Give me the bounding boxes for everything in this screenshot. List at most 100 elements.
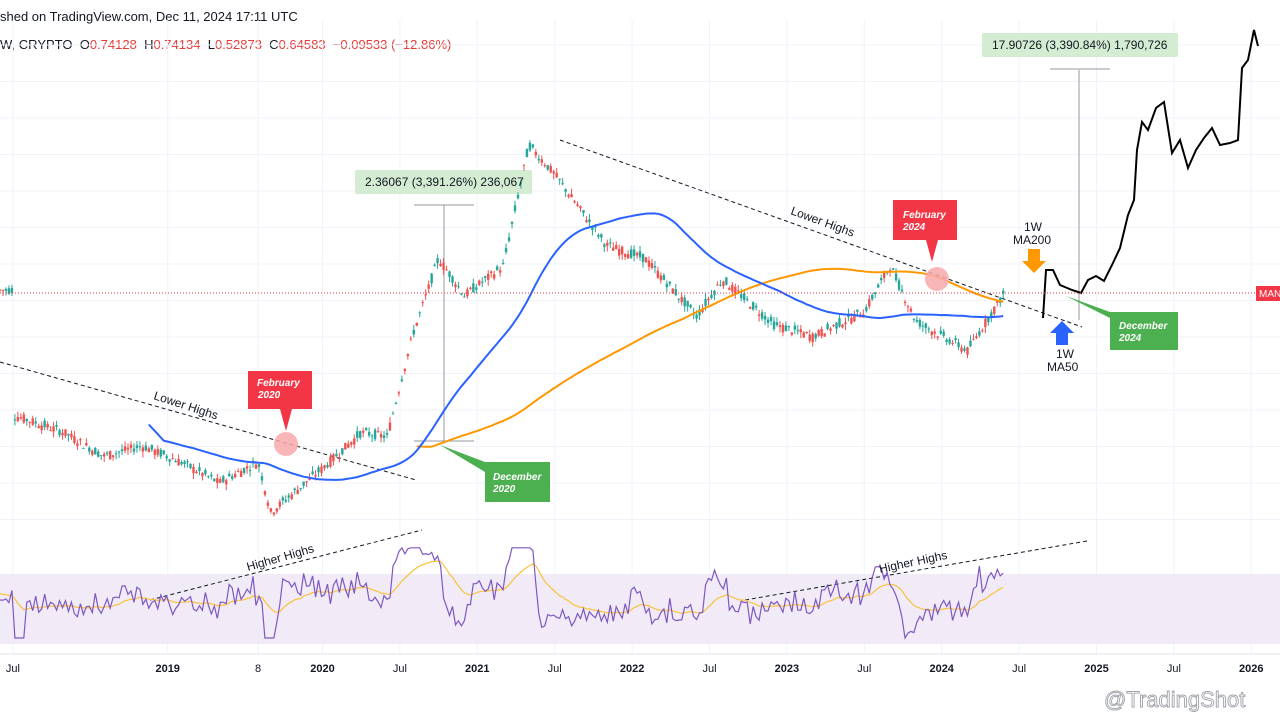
projection-line (1042, 29, 1259, 319)
dec2024-callout-text-1: December (1119, 321, 1168, 332)
candle-body (844, 322, 847, 325)
candle-body (16, 417, 20, 422)
candle-body (79, 439, 82, 441)
candle-body (609, 242, 612, 244)
candle-body (966, 347, 969, 355)
candle-body (853, 314, 856, 322)
rsi-line (0, 546, 1004, 640)
candle-body (963, 348, 966, 351)
candle-body (933, 331, 936, 334)
candle-body (204, 470, 207, 475)
candle-body (951, 342, 954, 344)
dec2020-callout-text-2: 2020 (492, 484, 516, 495)
time-axis-label: 2021 (465, 663, 489, 675)
candle-body (162, 450, 165, 455)
candle-body (225, 480, 228, 485)
candle-body (838, 318, 841, 327)
candle-body (448, 271, 451, 278)
candle-body (165, 456, 168, 459)
candle-body (305, 481, 308, 483)
candle-body (743, 293, 746, 300)
candle-body (891, 268, 895, 270)
candle-body (695, 314, 698, 319)
candle-body (216, 478, 219, 484)
candle-body (960, 347, 963, 352)
candle-body (40, 425, 43, 431)
candle-body (975, 336, 978, 338)
candle-body (632, 249, 636, 256)
candle-body (972, 338, 975, 340)
candle-body (603, 244, 606, 247)
candle-body (763, 315, 767, 320)
candle-body (823, 333, 826, 337)
candle-body (198, 467, 201, 471)
candle-body (498, 270, 502, 273)
candle-body (326, 465, 329, 468)
candle-body (4, 289, 8, 291)
candle-body (186, 461, 189, 463)
candle-body (100, 455, 103, 457)
ma50-arrow (1050, 321, 1074, 345)
candle-body (55, 425, 58, 427)
candle-body (64, 429, 67, 436)
candle-body (129, 444, 133, 449)
candle-body (13, 419, 17, 421)
feb2020-callout-text-1: February (257, 378, 300, 389)
candle-body (266, 502, 270, 506)
candle-body (516, 194, 520, 199)
time-axis-label: 2022 (620, 663, 644, 675)
measure-1-text: 2.36067 (3,391.26%) 236,067 (365, 175, 524, 189)
candle-body (341, 448, 344, 455)
candle-body (263, 491, 267, 495)
candle-body (561, 183, 564, 185)
candle-body (981, 330, 984, 332)
candle-body (740, 294, 743, 299)
higher-highs-label-1: Higher Highs (245, 541, 316, 574)
candle-body (424, 294, 427, 296)
candle-body (25, 419, 28, 422)
candle-body (183, 461, 186, 465)
candle-body (394, 402, 398, 404)
candle-body (725, 277, 728, 285)
candle-body (987, 317, 990, 323)
time-axis-label: 2024 (929, 663, 954, 675)
candle-body (719, 284, 722, 286)
dec2020-callout-text-1: December (493, 472, 542, 483)
candle-body (686, 300, 689, 307)
candle-body (228, 473, 231, 477)
candle-body (332, 454, 335, 462)
candle-body (868, 299, 871, 307)
candle-body (135, 445, 139, 449)
candle-body (278, 501, 282, 507)
ma50-line (148, 212, 1004, 481)
candle-body (376, 431, 380, 433)
candle-body (430, 273, 433, 284)
candle-body (507, 237, 511, 241)
candle-body (600, 234, 603, 238)
candle-body (397, 392, 401, 394)
candle-body (180, 461, 183, 465)
candle-body (865, 307, 868, 312)
candle-body (787, 325, 791, 328)
candle-body (790, 332, 794, 335)
candle-body (835, 322, 838, 329)
candle-body (323, 465, 326, 469)
candle-body (620, 246, 624, 255)
candle-body (388, 422, 392, 431)
time-axis-label: Jul (1167, 663, 1181, 675)
candle-body (906, 306, 910, 308)
candle-body (513, 205, 517, 212)
candle-body (34, 421, 37, 424)
candle-body (489, 271, 493, 274)
candle-body (391, 413, 395, 415)
candle-body (597, 234, 600, 237)
candle-body (534, 151, 538, 156)
candle-body (957, 342, 960, 348)
candle-body (820, 329, 823, 337)
candle-body (70, 433, 73, 438)
candle-body (73, 436, 76, 444)
candle-body (442, 262, 445, 271)
candle-body (555, 173, 558, 178)
